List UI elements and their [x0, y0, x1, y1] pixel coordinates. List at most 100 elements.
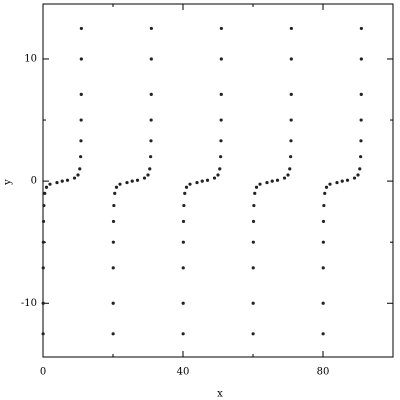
- point: [183, 191, 187, 195]
- point: [114, 185, 119, 189]
- y-tick-label: 10: [24, 53, 37, 64]
- y-axis-label: y: [3, 179, 14, 186]
- point: [149, 155, 153, 159]
- point: [218, 167, 222, 171]
- point: [111, 301, 115, 305]
- point: [352, 176, 357, 180]
- point: [181, 240, 185, 244]
- point: [253, 191, 257, 195]
- point: [323, 191, 327, 195]
- point: [60, 179, 64, 183]
- point: [275, 178, 280, 182]
- point: [149, 139, 153, 143]
- point: [111, 332, 115, 336]
- point: [359, 118, 363, 122]
- point: [288, 167, 292, 171]
- plot-frame: [42, 3, 394, 358]
- point: [359, 57, 363, 61]
- point: [181, 332, 185, 336]
- point: [321, 240, 325, 244]
- point: [335, 180, 339, 185]
- point: [181, 266, 185, 270]
- point: [149, 57, 153, 61]
- point: [270, 179, 274, 183]
- point: [79, 155, 83, 159]
- point: [252, 203, 256, 208]
- y-tick-label: 0: [31, 176, 37, 187]
- point: [111, 219, 116, 224]
- point: [182, 203, 186, 208]
- point: [41, 332, 45, 336]
- x-tick-label: 80: [317, 367, 330, 378]
- point: [359, 92, 363, 96]
- point: [79, 92, 83, 96]
- point: [251, 301, 255, 305]
- point: [78, 167, 82, 171]
- point: [111, 240, 115, 244]
- point: [321, 266, 325, 270]
- point: [340, 179, 344, 183]
- x-tick-label: 0: [40, 367, 46, 378]
- point: [135, 178, 140, 182]
- point: [65, 178, 70, 182]
- point: [113, 191, 117, 195]
- point: [79, 118, 83, 122]
- point: [219, 155, 223, 159]
- point: [219, 118, 223, 122]
- point: [55, 180, 59, 185]
- point: [41, 240, 45, 244]
- point: [148, 167, 152, 171]
- point: [205, 178, 210, 182]
- point: [289, 118, 293, 122]
- point: [130, 179, 134, 183]
- point: [359, 26, 363, 31]
- point: [345, 178, 350, 182]
- point: [289, 139, 293, 143]
- point: [76, 173, 80, 177]
- point: [212, 176, 217, 180]
- point: [219, 139, 223, 143]
- point: [146, 173, 150, 177]
- point: [72, 176, 77, 180]
- point: [289, 92, 293, 96]
- point: [251, 240, 255, 244]
- point: [258, 182, 262, 186]
- x-tick-label: 40: [177, 367, 190, 378]
- point: [42, 203, 46, 208]
- point: [359, 139, 363, 143]
- point: [265, 180, 269, 185]
- point: [41, 219, 46, 224]
- point: [188, 182, 192, 186]
- point: [181, 219, 186, 224]
- point: [184, 185, 189, 189]
- point: [219, 92, 223, 96]
- point: [48, 182, 52, 186]
- point: [200, 179, 204, 183]
- point: [111, 266, 115, 270]
- x-axis-label: x: [217, 389, 223, 400]
- point: [289, 57, 293, 61]
- point: [251, 332, 255, 336]
- point: [251, 219, 256, 224]
- point: [289, 155, 293, 159]
- point: [43, 191, 47, 195]
- point: [254, 185, 259, 189]
- point: [328, 182, 332, 186]
- point: [112, 203, 116, 208]
- point: [195, 180, 199, 185]
- point: [289, 26, 293, 31]
- point: [125, 180, 129, 185]
- point: [118, 182, 122, 186]
- point: [79, 57, 83, 61]
- point: [286, 173, 290, 177]
- point: [79, 26, 83, 31]
- point: [44, 185, 49, 189]
- point: [219, 26, 223, 31]
- point: [149, 92, 153, 96]
- point: [356, 173, 360, 177]
- point: [358, 167, 362, 171]
- point: [324, 185, 329, 189]
- point: [149, 118, 153, 122]
- point: [79, 139, 83, 143]
- point: [359, 155, 363, 159]
